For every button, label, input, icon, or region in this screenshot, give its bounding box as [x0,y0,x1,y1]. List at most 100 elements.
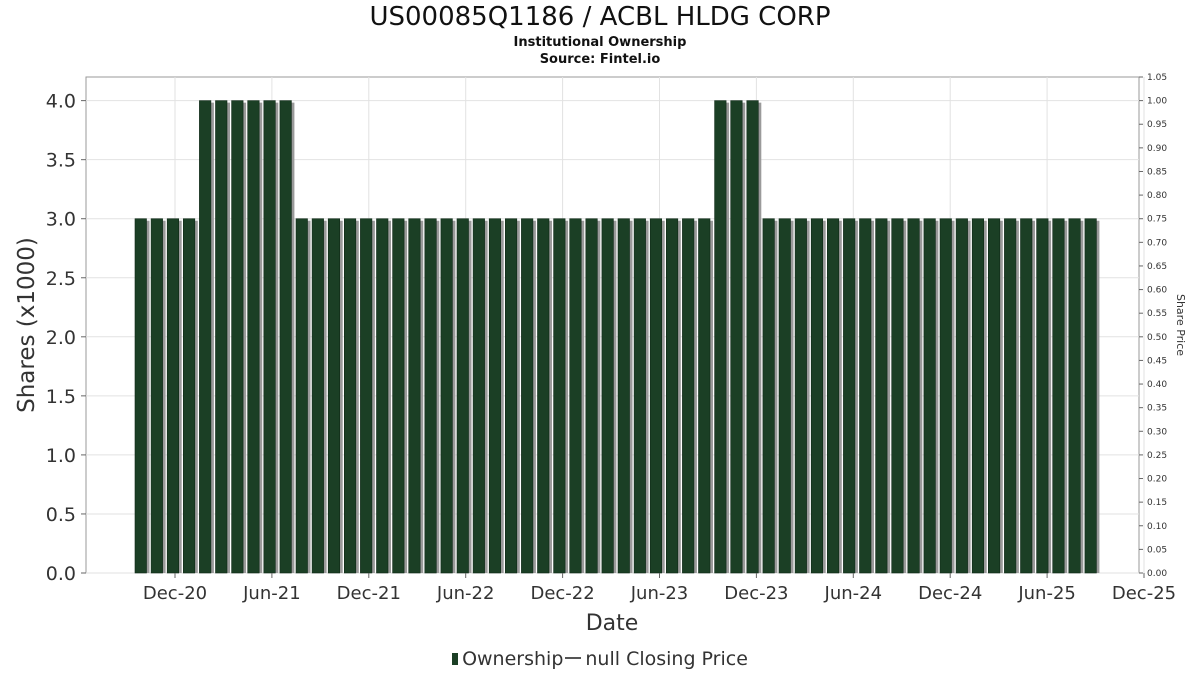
bar-body [231,100,244,574]
ownership-bar [907,218,923,574]
ownership-bar [360,218,375,574]
ownership-bar [939,218,955,574]
bar-body [360,218,373,574]
ownership-bar [183,218,198,574]
bar-body [987,218,1001,574]
x-tick-label: Jun-21 [242,583,301,604]
bar-body [891,218,904,574]
bar-body [408,218,421,574]
bar-body [875,218,888,574]
ownership-bar [440,218,456,574]
ownership-bar [537,218,552,574]
ownership-bar [923,218,939,574]
x-tick-label: Dec-20 [143,583,207,604]
bar-body [392,218,405,574]
bar-body [440,218,453,574]
ownership-bar [826,218,842,574]
y2-tick-label: 0.65 [1147,262,1167,272]
bar-body [907,218,920,574]
ownership-bar [843,218,858,574]
y2-tick-label: 0.60 [1147,286,1167,296]
bar-body [810,218,824,574]
y2-tick-label: 0.30 [1147,427,1167,437]
ownership-bar [617,218,633,574]
bar-body [649,218,663,574]
bar-body [569,218,582,574]
y-axis-label: Shares (x1000) [14,237,40,413]
bar-body [553,218,566,574]
y-axis-ticks: 0.0 0.5 1.0 1.5 2.0 2.5 3.0 3.5 4.0 [46,91,86,585]
y-tick-label: 1.5 [46,386,76,408]
ownership-bar [778,218,794,574]
ownership-bar [859,218,874,574]
x-axis-ticks: Dec-20 Jun-21 Dec-21 Jun-22 Dec-22 Jun-23 Dec-… [143,573,1176,604]
y-tick-label: 1.0 [46,445,76,467]
bar-body [682,218,695,574]
y2-tick-label: 0.00 [1147,569,1167,579]
ownership-bar [1068,218,1084,574]
ownership-bar [215,100,230,574]
ownership-bar [714,100,730,574]
x-axis-label: Date [586,611,639,636]
bar-body [150,218,163,574]
y-tick-label: 4.0 [46,91,76,113]
y-tick-label: 3.0 [46,209,76,231]
ownership-bar [521,218,536,574]
ownership-bar [263,100,279,574]
ownership-bar [456,218,472,574]
bar-body [521,218,534,574]
x-tick-label: Dec-22 [530,583,594,604]
ownership-bar [424,218,440,574]
x-tick-label: Dec-24 [918,583,982,604]
ownership-bar [730,100,746,574]
bar-body [955,218,968,574]
ownership-bar [794,218,810,574]
y-tick-label: 0.5 [46,504,76,526]
ownership-bar [327,218,343,574]
ownership-bar [762,218,778,574]
closing-price-legend-line [565,657,582,659]
ownership-bar [875,218,891,574]
ownership-legend-swatch [452,653,459,665]
bar-body [601,218,614,574]
bar-body [295,218,308,574]
bar-body [794,218,807,574]
bar-body [1052,218,1065,574]
chart-subtitle: Institutional Ownership [513,35,687,50]
ownership-bar [553,218,569,574]
ownership-bar [1084,218,1100,574]
x-tick-label: Dec-23 [724,583,788,604]
y2-tick-label: 0.25 [1147,451,1167,461]
bar-body [327,218,341,574]
ownership-bar [585,218,601,574]
y2-tick-label: 0.10 [1147,522,1167,532]
bars [134,100,1100,574]
y2-tick-label: 0.40 [1147,380,1167,390]
y2-tick-label: 0.15 [1147,498,1167,508]
y2-tick-label: 0.45 [1147,356,1167,366]
y2-tick-label: 0.35 [1147,404,1167,414]
bar-body [134,218,147,574]
ownership-bar [376,218,391,574]
y2-tick-label: 0.20 [1147,475,1167,485]
bar-body [923,218,936,574]
ownership-bar [746,100,762,574]
bar-body [199,100,212,574]
chart-title: US00085Q1186 / ACBL HLDG CORP [369,2,831,32]
ownership-bar [134,218,150,574]
y2-tick-label: 0.50 [1147,333,1167,343]
bar-body [343,218,357,574]
chart-source: Source: Fintel.io [539,52,661,67]
y2-tick-label: 0.70 [1147,238,1167,248]
legend-ownership: Ownership [462,648,564,670]
bar-body [472,218,485,574]
ownership-bar [601,218,617,574]
bar-body [1020,218,1033,574]
bar-body [746,100,759,574]
ownership-bar [1020,218,1035,574]
y2-tick-label: 0.85 [1147,167,1167,177]
bar-body [424,218,437,574]
ownership-bar [987,218,1003,574]
bar-body [826,218,840,574]
y2-tick-label: 0.75 [1147,215,1167,225]
